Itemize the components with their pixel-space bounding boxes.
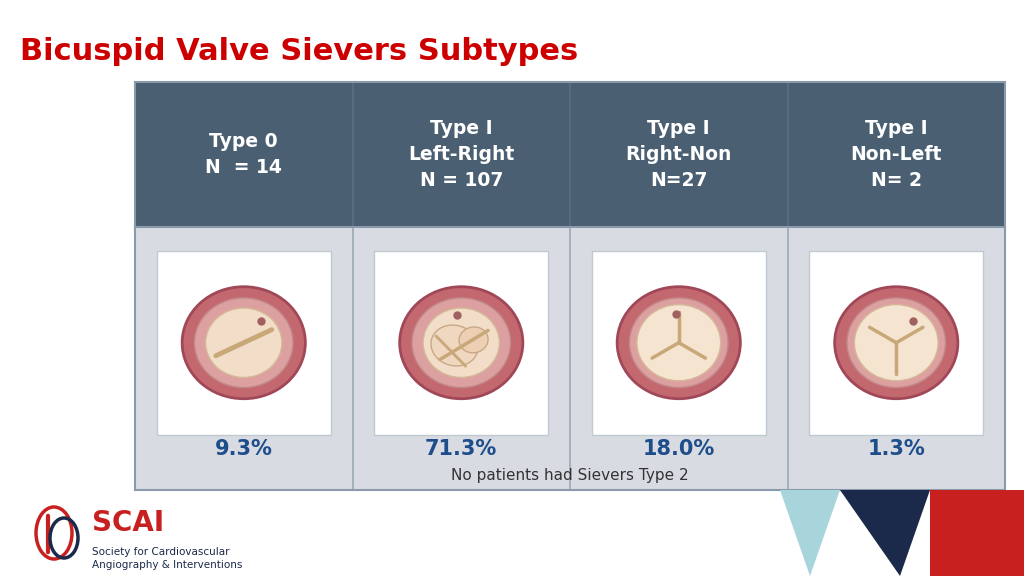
Ellipse shape xyxy=(630,298,728,388)
Bar xyxy=(930,490,1024,576)
Ellipse shape xyxy=(637,305,721,381)
Ellipse shape xyxy=(399,287,523,399)
Text: Type 0
N  = 14: Type 0 N = 14 xyxy=(206,132,283,177)
Bar xyxy=(809,251,983,435)
Text: 18.0%: 18.0% xyxy=(643,439,715,459)
Ellipse shape xyxy=(182,287,305,399)
Ellipse shape xyxy=(847,298,945,388)
Ellipse shape xyxy=(412,298,511,388)
Text: 71.3%: 71.3% xyxy=(425,439,498,459)
Ellipse shape xyxy=(617,287,740,399)
Ellipse shape xyxy=(641,308,717,377)
Text: Type I
Non-Left
N= 2: Type I Non-Left N= 2 xyxy=(851,119,942,191)
Polygon shape xyxy=(840,490,930,576)
Ellipse shape xyxy=(195,298,293,388)
Ellipse shape xyxy=(854,305,938,381)
Bar xyxy=(135,82,1005,490)
Ellipse shape xyxy=(431,325,478,366)
Ellipse shape xyxy=(835,287,957,399)
Text: Society for Cardiovascular
Angiography & Interventions: Society for Cardiovascular Angiography &… xyxy=(92,547,243,570)
Bar xyxy=(157,251,331,435)
Text: Type I
Right-Non
N=27: Type I Right-Non N=27 xyxy=(626,119,732,191)
Text: SCAI: SCAI xyxy=(92,509,164,537)
Ellipse shape xyxy=(423,308,500,377)
Ellipse shape xyxy=(459,327,488,353)
Bar xyxy=(135,227,1005,490)
Text: Type I
Left-Right
N = 107: Type I Left-Right N = 107 xyxy=(409,119,514,191)
Bar xyxy=(135,82,1005,227)
Text: Bicuspid Valve Sievers Subtypes: Bicuspid Valve Sievers Subtypes xyxy=(20,37,579,66)
Bar xyxy=(592,251,766,435)
Text: 9.3%: 9.3% xyxy=(215,439,272,459)
Ellipse shape xyxy=(206,308,282,377)
Polygon shape xyxy=(780,490,840,576)
Ellipse shape xyxy=(858,308,935,377)
Text: No patients had Sievers Type 2: No patients had Sievers Type 2 xyxy=(452,468,689,483)
Bar xyxy=(374,251,548,435)
Text: 1.3%: 1.3% xyxy=(867,439,925,459)
